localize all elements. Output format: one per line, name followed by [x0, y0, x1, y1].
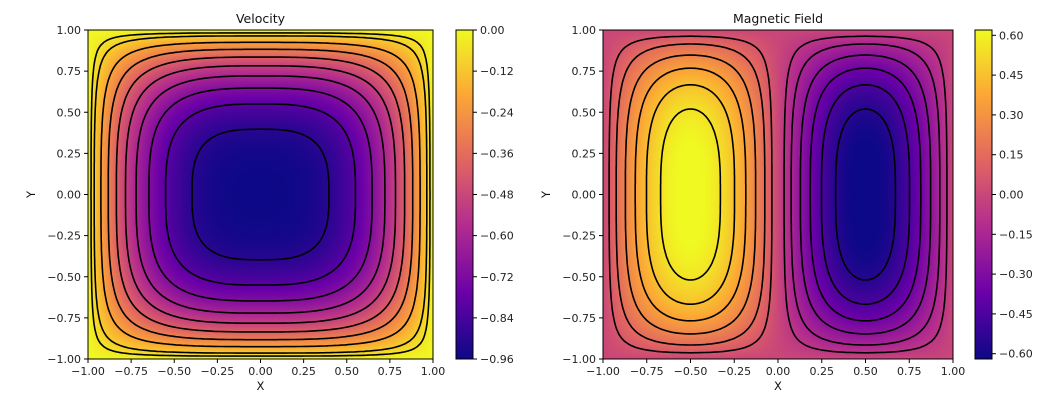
- contour-line-9: [615, 43, 766, 346]
- colorbar-tick-label: 0.30: [999, 109, 1024, 122]
- colorbar-tick-label: 0.00: [999, 189, 1024, 202]
- x-tick-label: 0.75: [897, 365, 922, 378]
- contour-line-4: [799, 54, 932, 335]
- x-tick-label: 0.75: [378, 365, 403, 378]
- contour-line-7: [107, 48, 414, 341]
- x-tick-label: −0.25: [201, 365, 235, 378]
- contour-line-3: [809, 67, 922, 322]
- x-tick-label: 0.00: [248, 365, 273, 378]
- colorbar-tick-label: −0.96: [480, 353, 514, 366]
- y-tick-label: −0.50: [47, 271, 81, 284]
- contour-line-10: [624, 54, 757, 335]
- y-tick-label: 0.75: [57, 65, 82, 78]
- y-tick-label: −0.25: [47, 230, 81, 243]
- chart-title: Magnetic Field: [733, 11, 823, 26]
- contour-line-2: [164, 103, 357, 286]
- x-axis-label: X: [774, 379, 782, 393]
- x-tick-label: 1.00: [941, 365, 966, 378]
- colorbar-tick-label: 0.15: [999, 149, 1024, 162]
- x-axis-label: X: [257, 379, 265, 393]
- y-tick-label: 1.00: [57, 24, 82, 37]
- y-tick-label: 0.50: [572, 106, 597, 119]
- colorbar-tick-label: −0.45: [999, 308, 1033, 321]
- colorbar-tick-label: −0.12: [480, 65, 514, 78]
- panel-2: Magnetic Field −1.00 −0.75 −0.50 −0.25 0.00 0.…: [539, 11, 1033, 393]
- y-tick-label: −0.75: [47, 312, 81, 325]
- contour-line-11: [634, 67, 747, 322]
- x-tick-label: −0.75: [630, 365, 664, 378]
- colorbar-tick-label: −0.24: [480, 106, 514, 119]
- contour-line-2: [820, 84, 911, 305]
- contour-line-6: [783, 35, 948, 354]
- x-tick-label: 0.00: [766, 365, 791, 378]
- y-tick-label: 0.00: [57, 189, 82, 202]
- y-tick-label: −0.75: [562, 312, 596, 325]
- x-tick-label: −0.50: [674, 365, 708, 378]
- colorbar-tick-label: 0.60: [999, 29, 1024, 42]
- panel-1: Velocity −1.00 −0.75 −0.50 −0.25 0.00 0.25 0.50…: [24, 11, 514, 393]
- contour-line-8: [608, 35, 773, 354]
- contour-line-4: [135, 75, 386, 314]
- x-tick-label: −0.50: [157, 365, 191, 378]
- colorbar: [974, 29, 993, 360]
- contour-line-5: [124, 65, 397, 324]
- contour-line-9: [93, 35, 428, 354]
- x-tick-label: −1.00: [586, 365, 620, 378]
- y-tick-label: 0.50: [57, 106, 82, 119]
- y-tick-label: −0.50: [562, 271, 596, 284]
- colorbar-tick-label: −0.72: [480, 271, 514, 284]
- contour-line-12: [645, 84, 736, 305]
- contour-line-10: [90, 32, 431, 357]
- colorbar-tick-label: −0.60: [480, 230, 514, 243]
- contour-line-8: [100, 41, 421, 348]
- y-tick-label: 1.00: [572, 24, 597, 37]
- colorbar-tick-label: −0.60: [999, 348, 1033, 361]
- x-tick-label: −1.00: [71, 365, 105, 378]
- colorbar-tick-label: −0.30: [999, 268, 1033, 281]
- heatmap-field: [88, 30, 433, 359]
- y-tick-label: −1.00: [47, 353, 81, 366]
- x-tick-label: 0.25: [810, 365, 835, 378]
- colorbar-tick-label: 0.00: [480, 24, 505, 37]
- contour-line-3: [148, 87, 373, 302]
- contour-line-1: [834, 108, 897, 281]
- y-tick-label: 0.25: [572, 147, 597, 160]
- x-tick-label: −0.75: [114, 365, 148, 378]
- colorbar-tick-label: −0.48: [480, 189, 514, 202]
- colorbar-tick-label: 0.45: [999, 69, 1024, 82]
- colorbar-tick-label: −0.36: [480, 147, 514, 160]
- y-tick-label: 0.25: [57, 147, 82, 160]
- y-axis-label: Y: [539, 190, 553, 199]
- colorbar: [455, 29, 474, 360]
- x-tick-label: 0.25: [291, 365, 316, 378]
- chart-title: Velocity: [236, 11, 286, 26]
- contour-line-6: [115, 56, 406, 333]
- contour-line-5: [790, 43, 941, 346]
- colorbar-tick-label: −0.15: [999, 228, 1033, 241]
- y-axis-label: Y: [24, 190, 38, 199]
- y-tick-label: 0.75: [572, 65, 597, 78]
- x-tick-label: 0.50: [853, 365, 878, 378]
- contour-line-13: [659, 108, 722, 281]
- contour-line-1: [191, 128, 330, 261]
- colorbar-tick-label: −0.84: [480, 312, 514, 325]
- y-tick-label: 0.00: [572, 189, 597, 202]
- y-tick-label: −1.00: [562, 353, 596, 366]
- y-tick-label: −0.25: [562, 230, 596, 243]
- x-tick-label: 1.00: [421, 365, 446, 378]
- heatmap-field: [603, 30, 953, 359]
- x-tick-label: −0.25: [717, 365, 751, 378]
- x-tick-label: 0.50: [335, 365, 360, 378]
